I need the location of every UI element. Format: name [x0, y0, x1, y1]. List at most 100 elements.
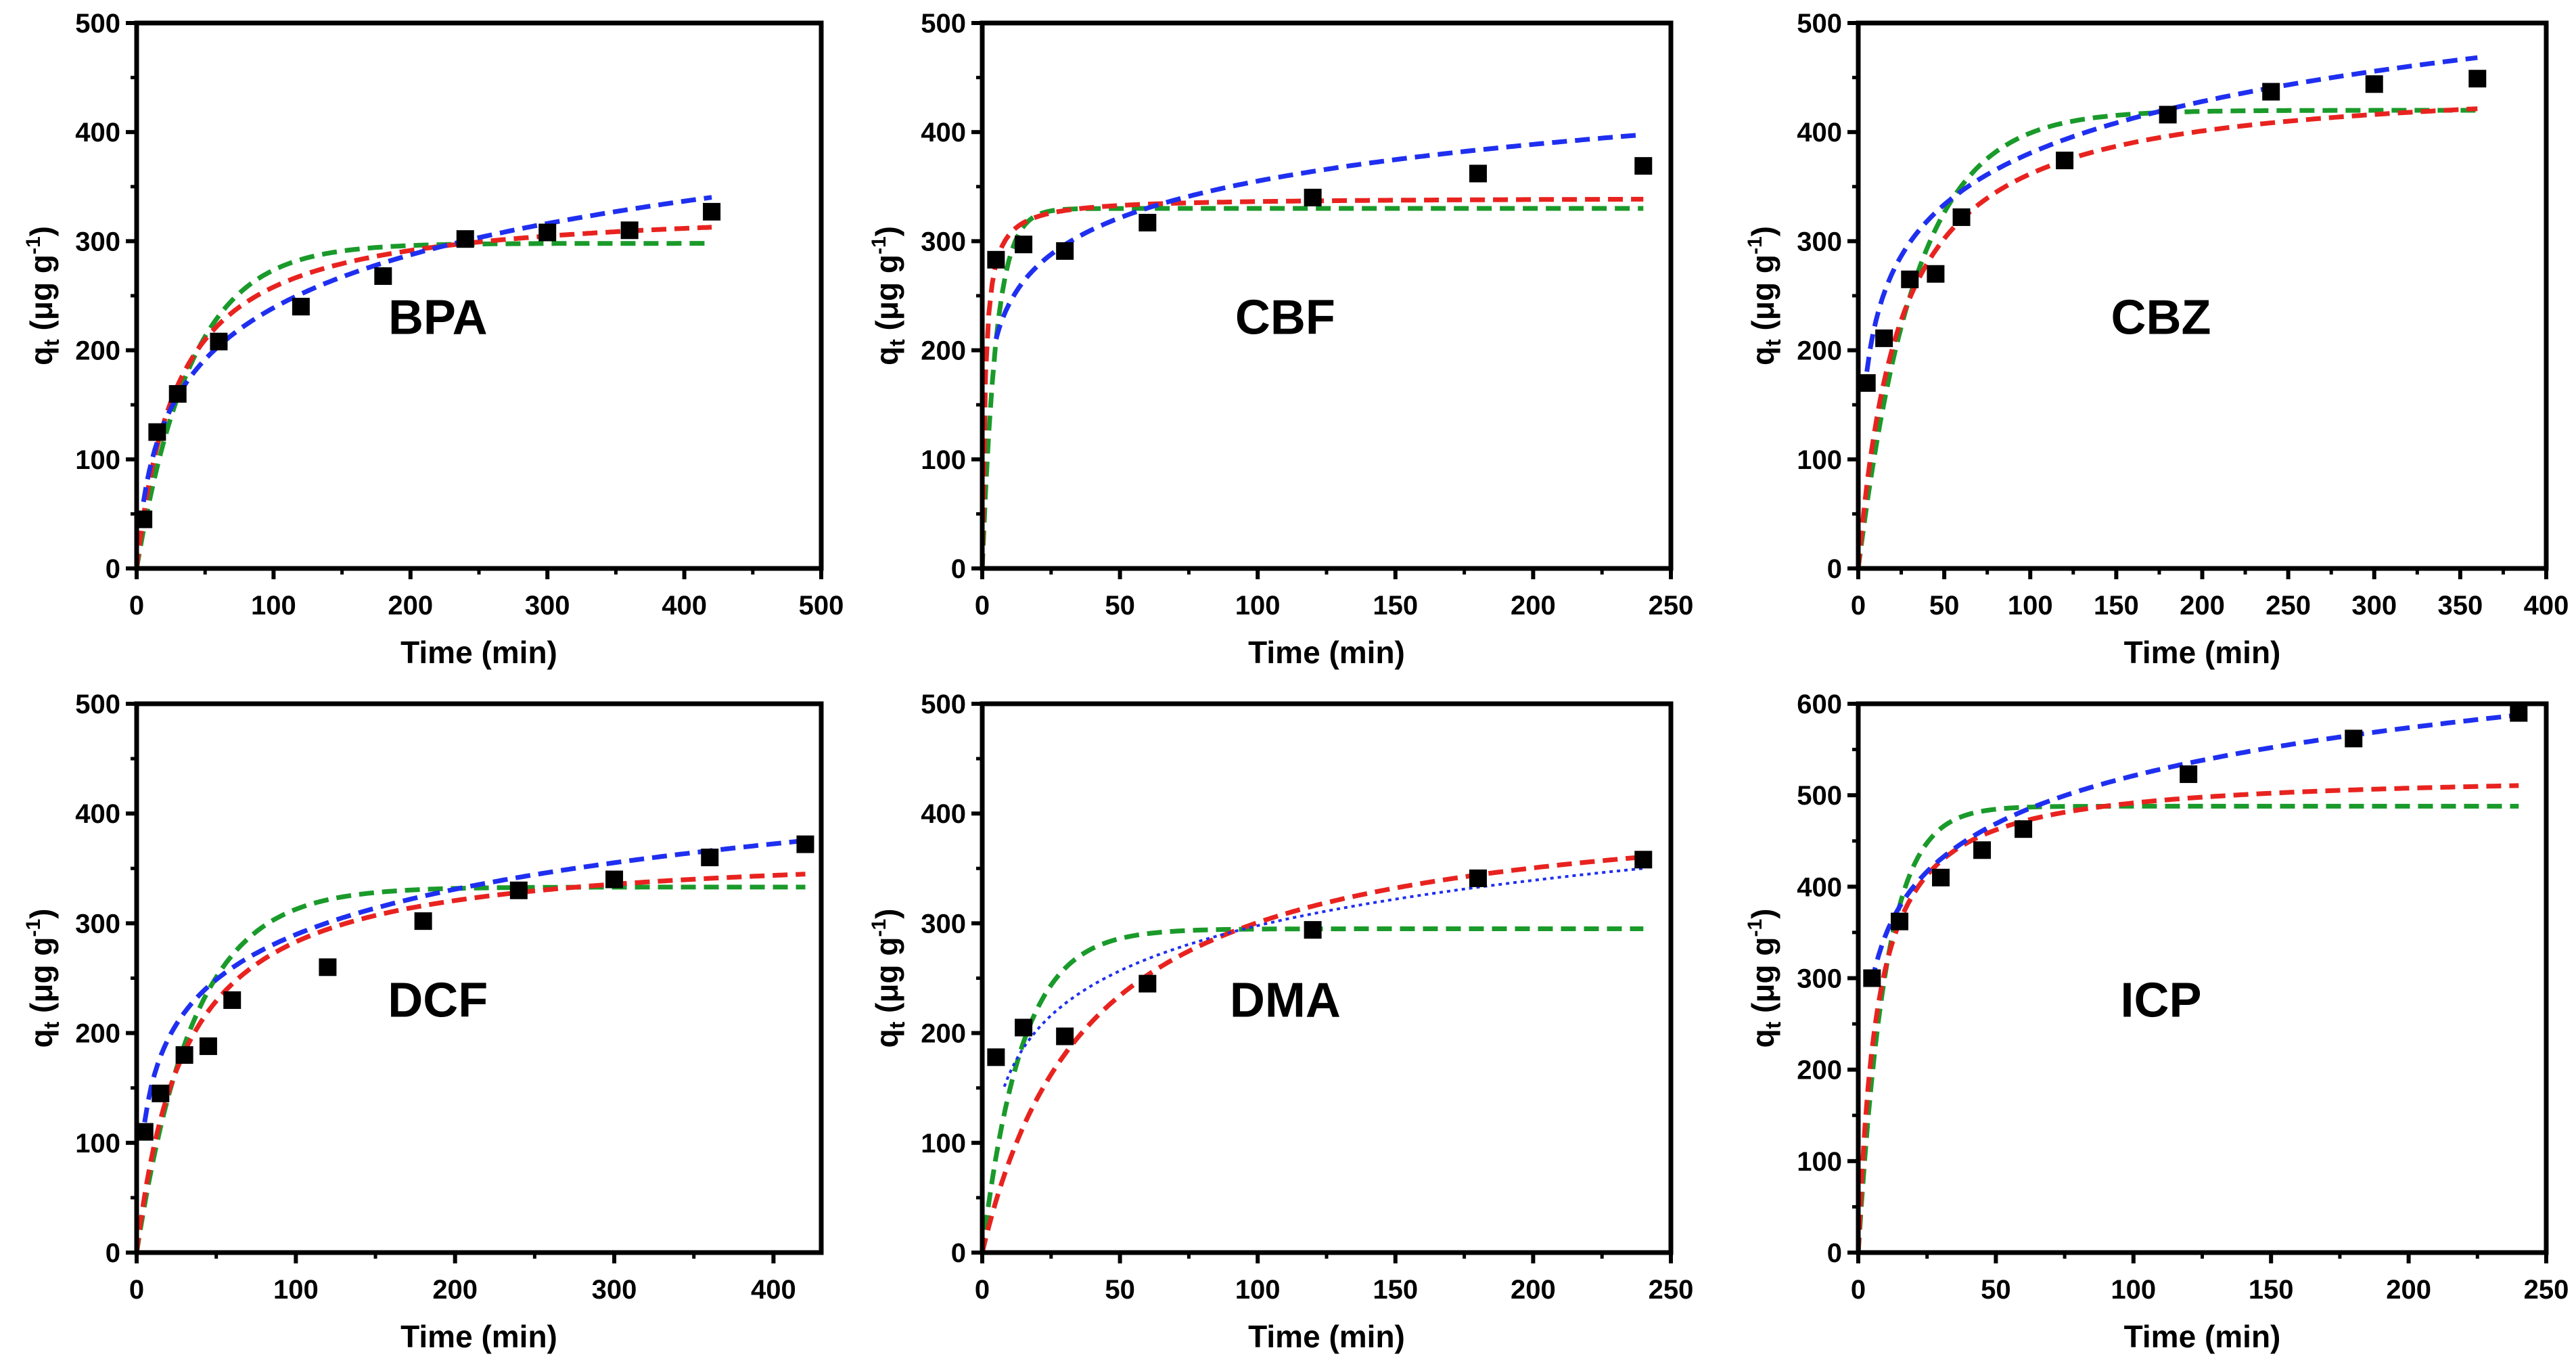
- y-tick-label: 300: [75, 227, 120, 256]
- y-tick-label: 500: [921, 9, 966, 39]
- y-tick-label: 200: [1797, 336, 1842, 366]
- y-axis-label-sub: t: [39, 1021, 64, 1029]
- y-tick-label: 0: [1827, 1238, 1842, 1268]
- y-axis-label-unit: (μg g: [24, 254, 59, 339]
- x-tick-label: 150: [1373, 1275, 1418, 1305]
- y-axis-label-close: ): [869, 226, 904, 236]
- data-point: [538, 223, 557, 242]
- x-tick-label: 0: [1851, 1275, 1866, 1305]
- y-axis-label-sub: t: [1761, 339, 1785, 346]
- y-tick-label: 300: [921, 227, 966, 256]
- y-axis-label-sup: -1: [868, 236, 890, 254]
- data-point: [1634, 157, 1653, 175]
- panel-label: CBZ: [2111, 290, 2211, 344]
- x-tick-label: 400: [751, 1275, 796, 1305]
- panel-label: DMA: [1230, 973, 1341, 1027]
- y-tick-label: 100: [1797, 1147, 1842, 1177]
- pso-fit-line: [134, 872, 806, 1253]
- y-axis-label-close: ): [1745, 908, 1780, 918]
- data-point: [1901, 270, 1919, 288]
- data-point: [1952, 208, 1971, 226]
- pfo-fit-line: [134, 884, 806, 1253]
- y-axis-label-close: ): [1745, 226, 1780, 236]
- data-point: [1927, 265, 1945, 283]
- x-tick-label: 300: [2351, 591, 2397, 621]
- pfo-fit-line: [134, 241, 712, 569]
- panel-icp: 0 50 100 150 200 250 0 100 200 300 400 500 600 Time (…: [1744, 690, 2569, 1354]
- data-point: [1304, 188, 1322, 206]
- x-tick-label: 50: [1929, 591, 1960, 621]
- x-axis-label: Time (min): [2124, 635, 2281, 670]
- x-tick-label: 100: [251, 591, 296, 621]
- y-axis-label-sub: t: [1761, 1021, 1785, 1029]
- data-point: [2056, 152, 2074, 170]
- x-axis-label: Time (min): [400, 635, 557, 670]
- data-point: [1973, 841, 1992, 859]
- data-point: [2262, 83, 2280, 101]
- y-axis-label-main: q: [869, 1029, 904, 1048]
- y-tick-label: 200: [921, 1019, 966, 1049]
- y-tick-label: 300: [1797, 964, 1842, 994]
- y-tick-label: 500: [1797, 9, 1842, 39]
- panel-dcf: 0 100 200 300 400 0 100 200 300 400 500 Time (min) q…: [22, 690, 824, 1354]
- x-tick-label: 200: [1511, 1275, 1556, 1305]
- y-tick-label: 500: [1797, 781, 1842, 811]
- y-tick-label: 400: [1797, 118, 1842, 148]
- y-tick-label: 500: [75, 690, 120, 719]
- y-tick-label: 100: [75, 1129, 120, 1159]
- x-tick-label: 50: [1105, 591, 1135, 621]
- x-tick-label: 300: [525, 591, 570, 621]
- y-axis-label-sub: t: [885, 1021, 909, 1029]
- pso-fit-line: [1856, 783, 2519, 1253]
- pfo-fit-line: [980, 206, 1644, 569]
- y-tick-label: 200: [75, 336, 120, 366]
- y-axis-label: qt (μg g-1): [868, 908, 909, 1048]
- y-tick-label: 300: [1797, 227, 1842, 256]
- x-tick-label: 150: [2094, 591, 2139, 621]
- y-tick-label: 500: [75, 9, 120, 39]
- y-axis-label: qt (μg g-1): [1744, 226, 1785, 365]
- data-point: [2510, 704, 2528, 722]
- x-axis-label: Time (min): [1248, 635, 1405, 670]
- data-point: [1863, 969, 1881, 987]
- y-axis-label-sup: -1: [1744, 236, 1766, 254]
- y-tick-label: 400: [75, 799, 120, 829]
- y-tick-label: 0: [106, 1238, 120, 1268]
- y-tick-label: 200: [1797, 1056, 1842, 1085]
- elovich-fit-line: [141, 195, 712, 503]
- y-tick-label: 0: [1827, 554, 1842, 584]
- y-axis-label-sup: -1: [1744, 919, 1766, 937]
- x-tick-label: 200: [2180, 591, 2225, 621]
- data-point: [210, 332, 228, 351]
- y-tick-label: 100: [1797, 445, 1842, 475]
- data-point: [509, 881, 528, 899]
- y-axis-label-unit: (μg g: [869, 937, 904, 1022]
- data-point: [2180, 765, 2198, 784]
- y-axis-label-close: ): [24, 908, 59, 918]
- data-point: [414, 912, 432, 930]
- x-tick-label: 150: [1373, 591, 1418, 621]
- y-axis-label: qt (μg g-1): [22, 908, 64, 1048]
- data-point: [1056, 1027, 1074, 1046]
- y-tick-label: 500: [921, 690, 966, 719]
- y-tick-label: 200: [921, 336, 966, 366]
- y-axis-label-unit: (μg g: [1745, 254, 1780, 339]
- data-point: [1634, 851, 1653, 869]
- data-point: [2159, 106, 2177, 124]
- x-tick-label: 100: [1235, 591, 1281, 621]
- y-axis-label: qt (μg g-1): [22, 226, 64, 365]
- data-point: [1138, 213, 1157, 231]
- data-point: [319, 958, 337, 976]
- x-tick-label: 100: [273, 1275, 319, 1305]
- y-axis-label-main: q: [1745, 1029, 1780, 1048]
- x-tick-label: 400: [662, 591, 707, 621]
- x-tick-label: 0: [1851, 591, 1866, 621]
- elovich-fit-line: [994, 132, 1644, 340]
- x-tick-label: 100: [1235, 1275, 1281, 1305]
- y-axis-label: qt (μg g-1): [1744, 908, 1785, 1048]
- panel-dma: 0 50 100 150 200 250 0 100 200 300 400 500 Time (min…: [868, 690, 1693, 1354]
- data-point: [1858, 374, 1876, 392]
- panel-cbf: 0 50 100 150 200 250 0 100 200 300 400 500 Time (min…: [868, 9, 1693, 670]
- data-point: [1875, 329, 1893, 347]
